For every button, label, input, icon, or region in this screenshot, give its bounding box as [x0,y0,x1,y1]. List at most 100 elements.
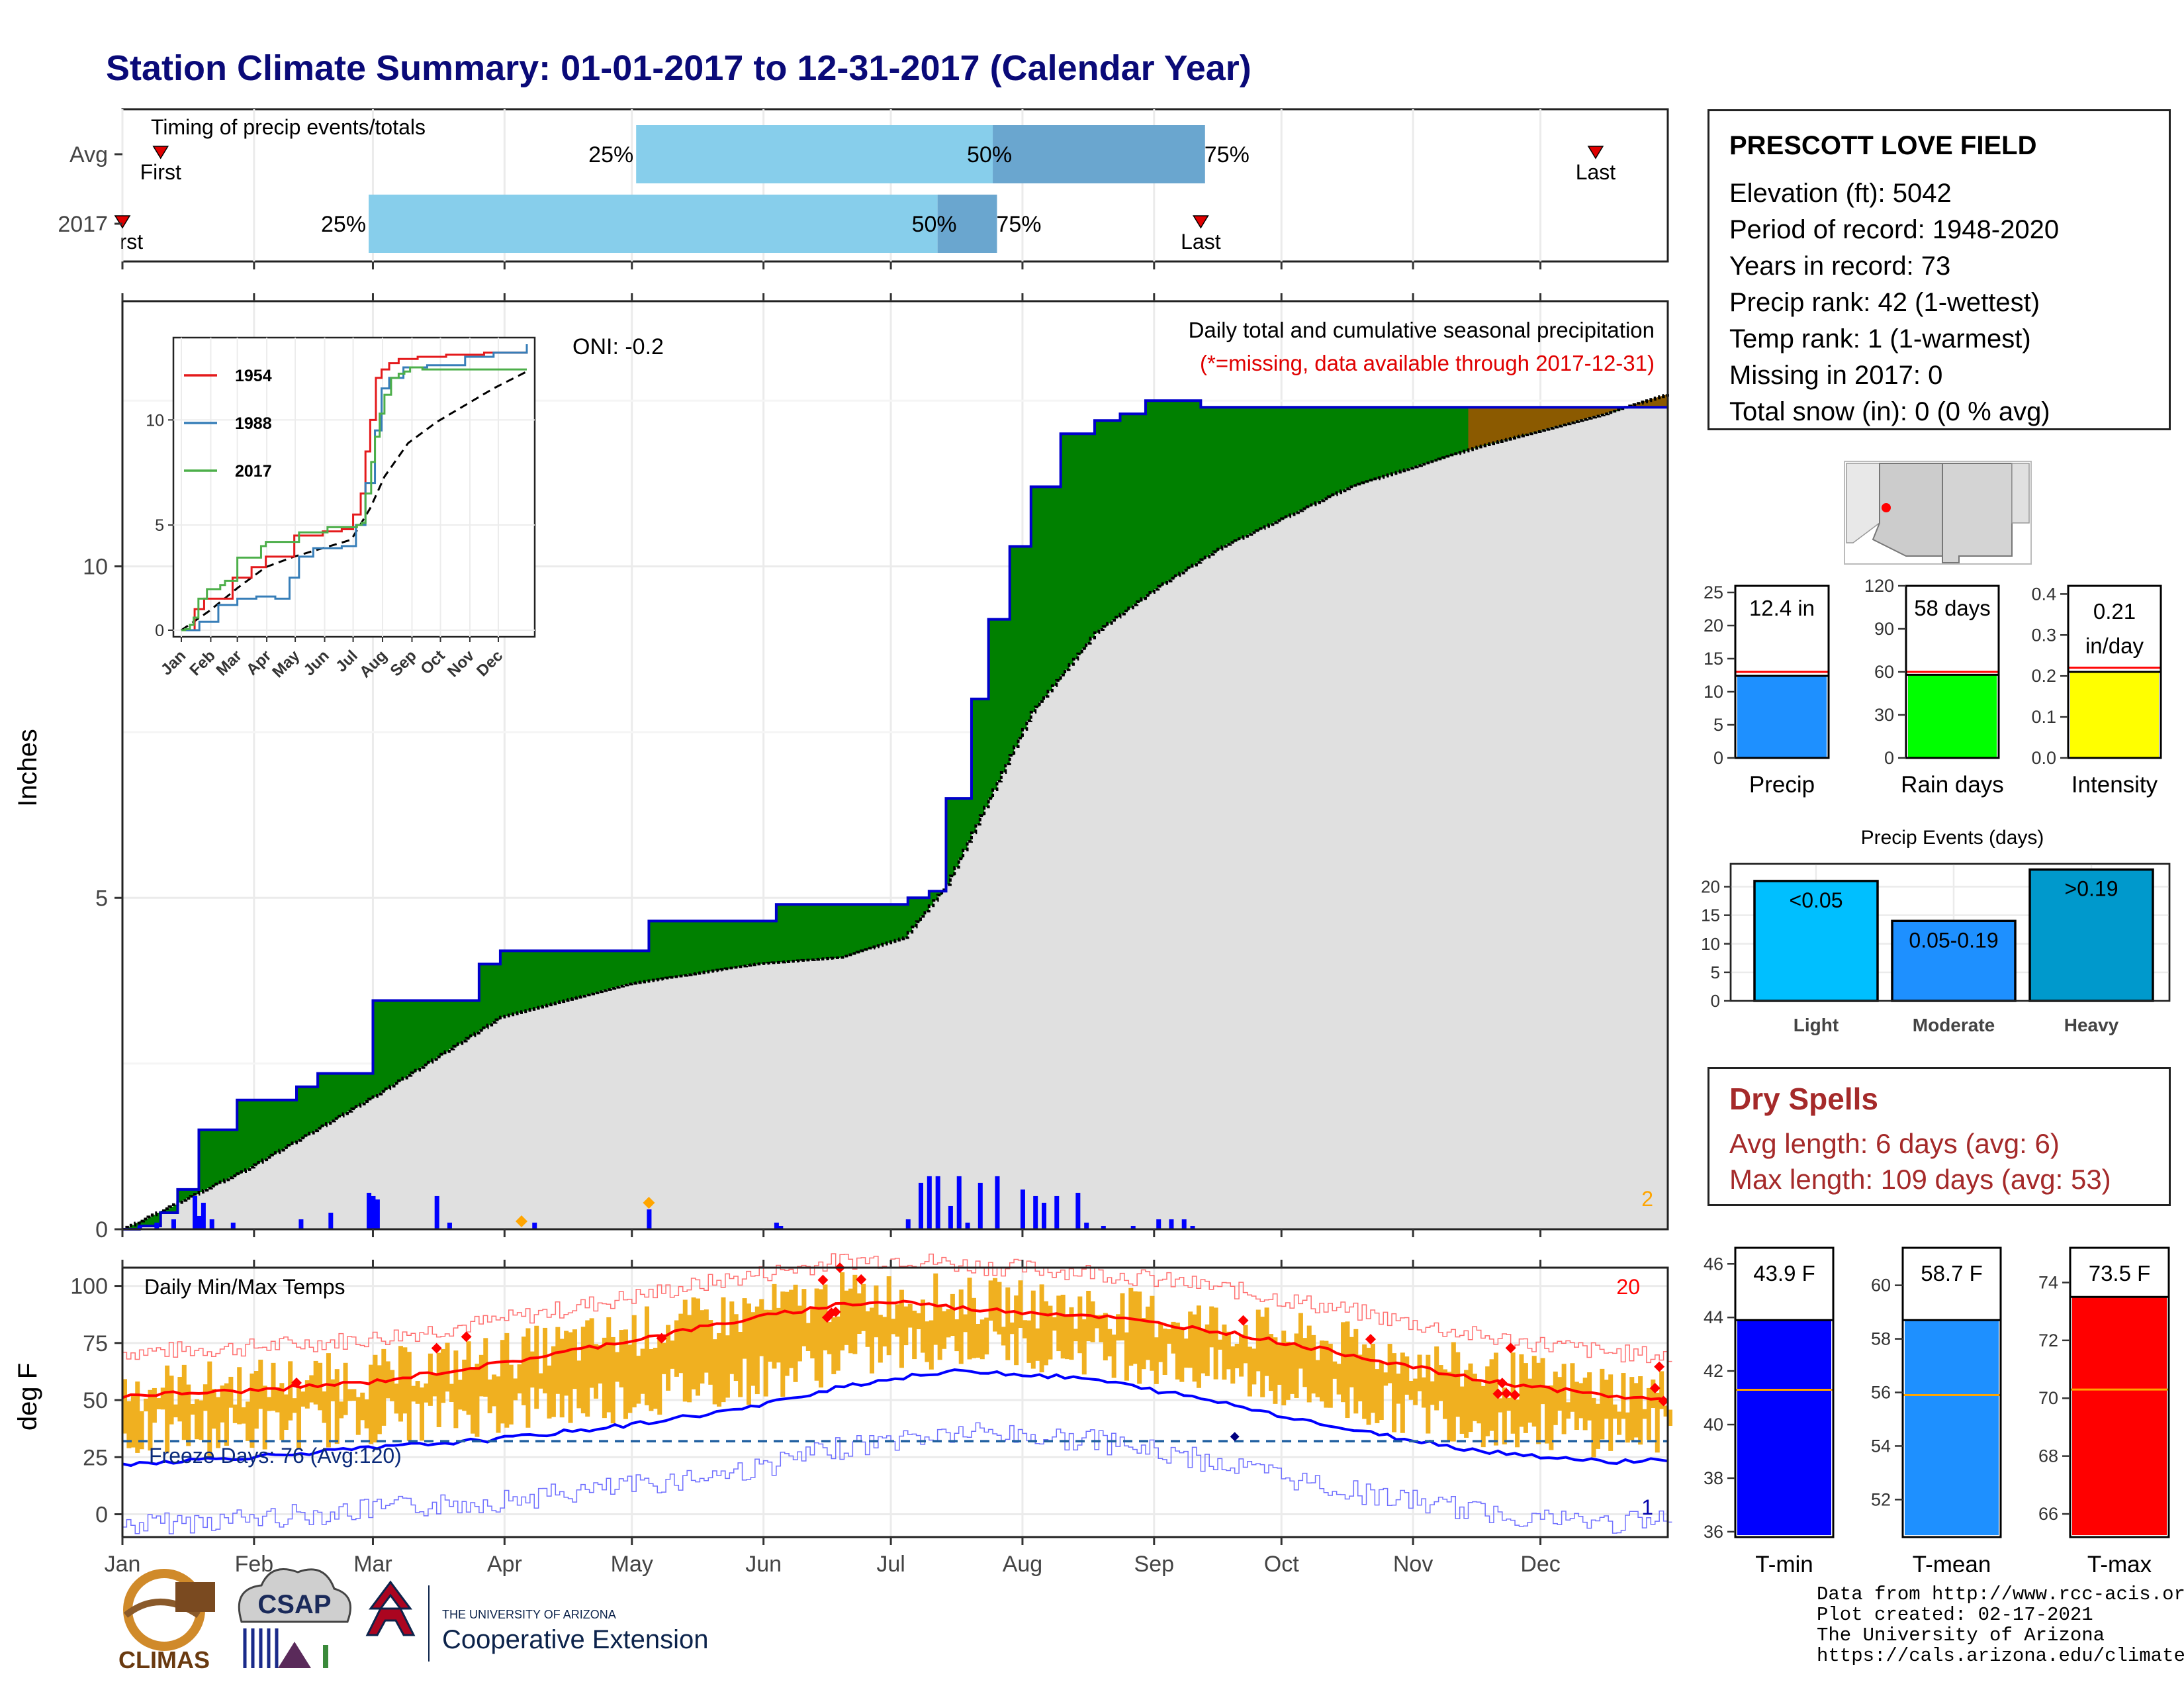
daily-temp-range [929,1320,934,1370]
avg-cumulative-line [122,394,1669,1231]
daily-temp-range [394,1383,399,1414]
mini-bar-outline [2067,585,2162,759]
daily-temp-range [279,1383,285,1440]
daily-temp-range [640,1348,645,1394]
daily-temp-range [891,1319,896,1335]
daily-temp-range [555,1327,561,1394]
timing-label-75: 75% [996,212,1041,237]
daily-precip-bar [1084,1222,1089,1229]
daily-precip-bar [1033,1196,1038,1229]
daily-temp-range [793,1284,798,1382]
csap-logo-text: CSAP [257,1590,331,1619]
daily-temp-range [1052,1317,1057,1331]
daily-temp-range [237,1367,242,1425]
events-category-label: Light [1794,1015,1839,1035]
record-high-marker [1649,1383,1661,1394]
timing-bar-25-50 [369,195,938,253]
daily-temp-range [1536,1362,1541,1444]
daily-temp-range [411,1385,416,1402]
daily-temp-range [1243,1325,1248,1364]
temp-bar-value [2072,1297,2167,1535]
missing-marker [643,1196,655,1209]
inset-ytick-label: 10 [146,411,164,430]
inset-ytick-label: 5 [155,516,164,535]
dry-spells-title: Dry Spells [1729,1082,1878,1116]
record-high-marker [1658,1395,1669,1407]
daily-temp-range [177,1377,183,1422]
daily-temp-range [649,1349,654,1411]
record-low-line [122,1422,1672,1534]
daily-temp-range [415,1381,420,1404]
daily-temp-range [144,1398,149,1412]
daily-temp-range [797,1305,802,1362]
daily-temp-range [993,1278,998,1332]
daily-precip-bar [647,1209,652,1229]
daily-precip-bar [995,1176,1000,1229]
daily-precip-bar [1101,1225,1106,1229]
daily-temp-range [1073,1329,1078,1342]
daily-temp-range [1022,1320,1027,1338]
temp-bar-charts: 43.9 F 36 38 40 42 44 46 T-min 58.7 F 52 54 56 58 60 T… [1704,1246,2170,1577]
daily-temp-range [733,1314,739,1382]
daily-temp-range [441,1348,446,1403]
mini-bar-ytick-label: 90 [1874,619,1894,639]
daily-temp-range [1260,1317,1265,1397]
daily-temp-range [1154,1337,1159,1384]
mini-bar-name: Rain days [1901,772,2004,798]
precip-ylabel: Inches [13,729,42,807]
daily-temp-range [835,1316,841,1371]
month-label: Mar [353,1552,392,1577]
daily-temp-range [1044,1301,1049,1366]
daily-temp-range [1566,1402,1571,1419]
daily-temp-range [262,1385,267,1450]
daily-temp-range [1128,1288,1134,1366]
events-bar-label: <0.05 [1790,888,1843,912]
daily-temp-range [165,1365,170,1453]
daily-temp-range [653,1348,658,1409]
daily-temp-range [1171,1321,1176,1354]
daily-temp-range [445,1342,450,1392]
temp-bar-value [1905,1320,1999,1535]
precip-ytick-label: 10 [83,555,108,580]
mini-bar-name: Precip [1749,772,1815,798]
daily-temp-range [309,1375,314,1403]
temp-bar-ytick-label: 40 [1704,1415,1723,1434]
inset-legend-label: 1988 [235,414,272,433]
daily-temp-range [428,1353,433,1406]
station-name: PRESCOTT LOVE FIELD [1729,131,2037,160]
temp-bar-ytick-label: 46 [1704,1254,1723,1274]
daily-temp-range [517,1364,522,1393]
daily-temp-range [1540,1358,1545,1405]
inset-ytick-label: 0 [155,622,164,640]
daily-precip-bar [375,1199,380,1229]
daily-temp-range [381,1348,387,1426]
daily-temp-range [1077,1296,1083,1354]
daily-temp-range [1366,1348,1371,1425]
daily-temp-range [874,1285,879,1338]
mini-bar-ytick-label: 0.1 [2031,707,2056,727]
daily-temp-range [169,1376,174,1425]
daily-temp-range [253,1371,259,1429]
daily-temp-range [504,1333,510,1428]
daily-temp-range [453,1350,459,1429]
ua-logo-small-text: THE UNIVERSITY OF ARIZONA [442,1608,616,1621]
dry-spells-avg: Avg length: 6 days (avg: 6) [1729,1128,2060,1159]
month-label: May [611,1552,653,1577]
daily-temp-range [500,1340,505,1424]
temp-bar-ytick-label: 72 [2038,1331,2058,1350]
record-high-count: 20 [1616,1275,1640,1299]
daily-temp-range [1459,1386,1465,1434]
record-high-marker [291,1377,302,1388]
daily-temp-range [432,1373,437,1397]
daily-temp-range [402,1347,408,1414]
freeze-days-label: Freeze Days: 76 (Avg:120) [149,1444,402,1468]
daily-precip-bar [367,1192,372,1229]
timing-bar-25-50 [636,125,993,183]
daily-temp-range [979,1319,985,1360]
daily-temp-range [950,1293,955,1336]
daily-temp-range [704,1309,709,1373]
precip-ytick-label: 5 [95,886,108,911]
daily-temp-range [496,1376,501,1433]
daily-temp-range [1625,1412,1630,1443]
daily-precip-bar [774,1222,779,1229]
